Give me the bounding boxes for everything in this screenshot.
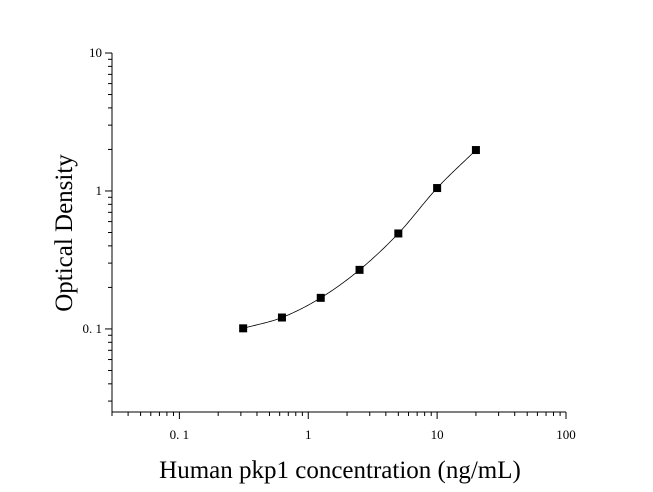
x-tick-label: 100 [556,427,576,442]
data-points [239,146,480,333]
axes: 0. 1 1 10 100 0. 1 1 10 [83,45,576,442]
data-point [394,229,403,238]
y-tick-label: 0. 1 [83,321,103,336]
fit-curve [243,149,477,329]
data-point [239,324,248,333]
x-tick-label: 0. 1 [170,427,190,442]
y-axis-label: Optical Density [51,154,78,312]
data-point [471,146,480,155]
data-point [316,293,325,302]
y-tick-label: 10 [89,45,102,60]
y-tick-label: 1 [96,183,103,198]
x-tick-label: 10 [431,427,444,442]
data-point [355,265,364,274]
x-tick-label: 1 [305,427,312,442]
x-axis-label: Human pkp1 concentration (ng/mL) [159,457,521,484]
data-point [433,184,442,193]
data-point [277,313,286,322]
